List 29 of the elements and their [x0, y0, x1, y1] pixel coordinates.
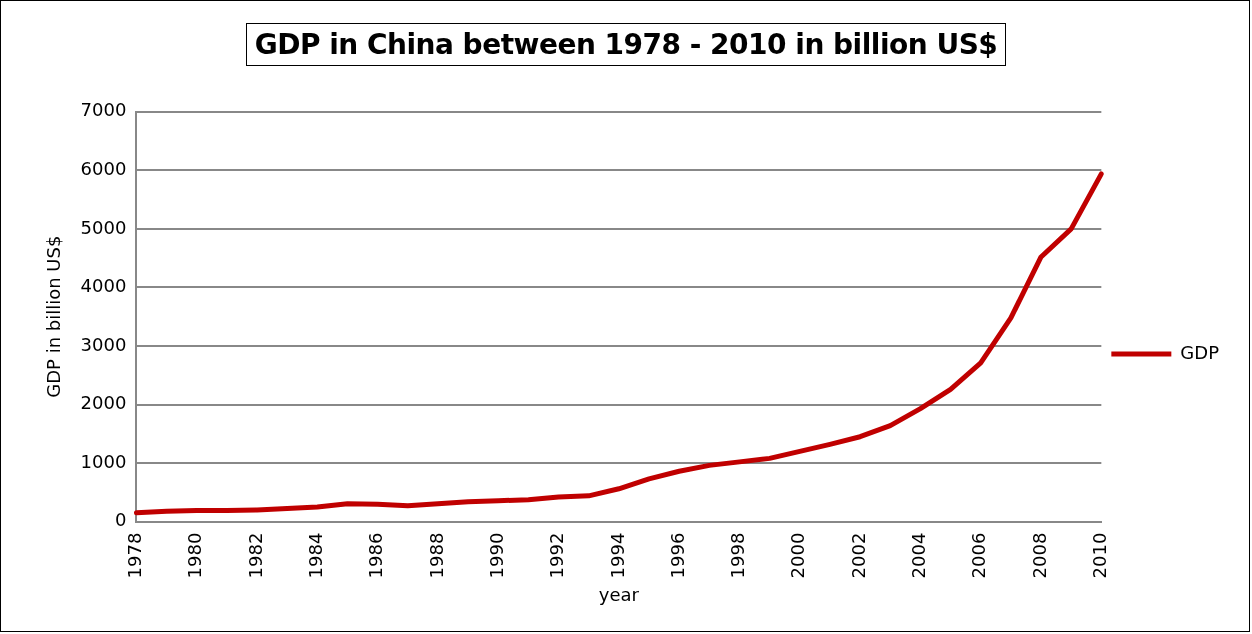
x-tick-label: 1986 [365, 532, 387, 579]
y-tick-label: 3000 [80, 333, 127, 355]
y-tick-label: 1000 [80, 450, 127, 472]
x-tick-label: 2004 [908, 532, 930, 579]
x-tick-label: 1998 [727, 532, 749, 579]
x-tick-label: 1978 [124, 532, 146, 579]
x-tick-label: 2008 [1028, 532, 1050, 579]
x-tick-label: 1984 [305, 532, 326, 579]
y-tick-label: 0 [114, 509, 127, 531]
x-tick-label: 2006 [968, 532, 990, 579]
x-tick-label: 2010 [1089, 532, 1111, 579]
x-tick-label: 1982 [244, 532, 266, 579]
y-tick-label: 2000 [80, 392, 127, 414]
x-tick-label: 2002 [847, 532, 869, 579]
y-tick-label: 4000 [80, 275, 127, 297]
x-tick-label: 1994 [606, 532, 628, 579]
y-axis-title: GDP in billion US$ [43, 235, 65, 398]
x-tick-label: 1990 [485, 532, 507, 579]
y-tick-label: 6000 [80, 158, 127, 180]
x-tick-label: 1980 [184, 532, 206, 579]
x-tick-label: 1988 [425, 532, 447, 579]
legend-label: GDP [1180, 341, 1220, 363]
x-tick-label: 1992 [546, 532, 568, 579]
x-axis-title: year [598, 583, 640, 605]
y-tick-label: 5000 [80, 216, 127, 238]
x-tick-label: 1996 [666, 532, 688, 579]
y-tick-label: 7000 [80, 99, 127, 121]
chart-title: GDP in China between 1978 - 2010 in billion US$ [245, 23, 1007, 66]
x-tick-label: 2000 [787, 532, 809, 579]
